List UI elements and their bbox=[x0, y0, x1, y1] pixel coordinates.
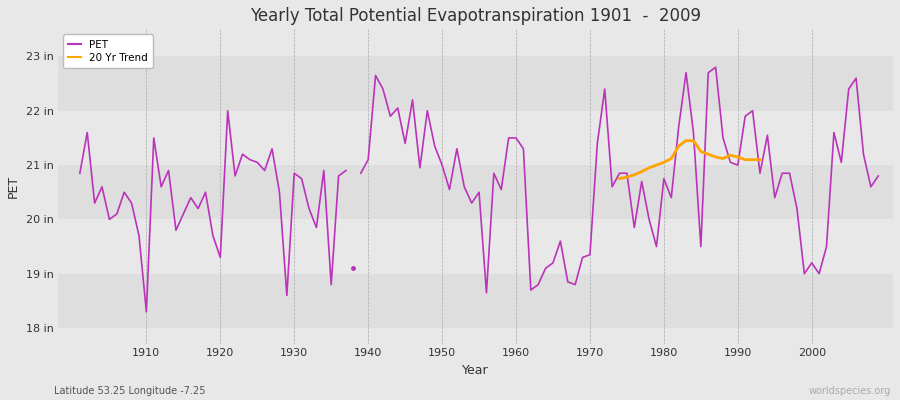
Bar bbox=[58, 111, 893, 165]
Legend: PET, 20 Yr Trend: PET, 20 Yr Trend bbox=[63, 34, 153, 68]
Bar bbox=[58, 219, 893, 274]
X-axis label: Year: Year bbox=[462, 364, 489, 377]
Bar bbox=[58, 165, 893, 219]
Bar bbox=[58, 274, 893, 328]
Text: Latitude 53.25 Longitude -7.25: Latitude 53.25 Longitude -7.25 bbox=[54, 386, 205, 396]
Text: worldspecies.org: worldspecies.org bbox=[809, 386, 891, 396]
Y-axis label: PET: PET bbox=[7, 175, 20, 198]
Bar bbox=[58, 56, 893, 111]
Title: Yearly Total Potential Evapotranspiration 1901  -  2009: Yearly Total Potential Evapotranspiratio… bbox=[250, 7, 701, 25]
